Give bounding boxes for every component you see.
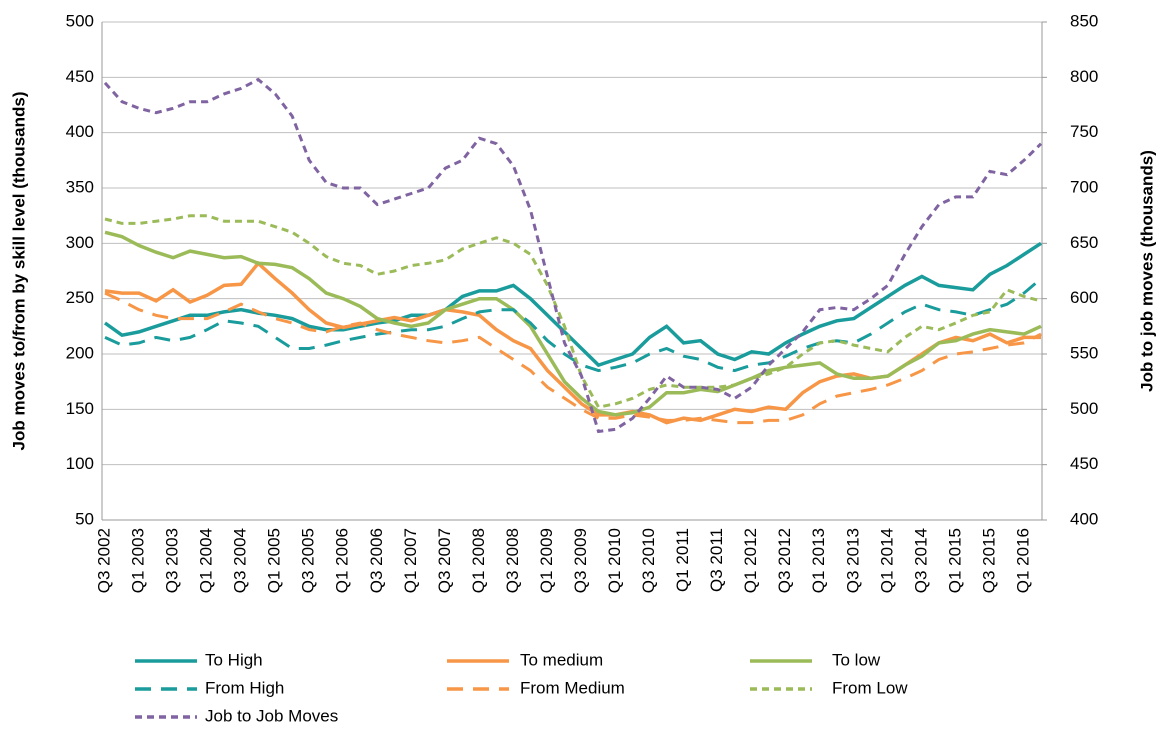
legend-label: From Medium <box>520 678 625 697</box>
y2-tick-label: 800 <box>1070 67 1098 86</box>
x-tick-label: Q1 2007 <box>401 528 420 593</box>
x-tick-label: Q1 2010 <box>605 528 624 593</box>
y-tick-label: 400 <box>66 122 94 141</box>
x-tick-label: Q3 2011 <box>707 528 726 592</box>
y2-tick-label: 550 <box>1070 343 1098 362</box>
y-axis-label: Job moves to/from by skill level (thousa… <box>9 92 28 451</box>
y2-tick-label: 600 <box>1070 288 1098 307</box>
x-tick-label: Q1 2014 <box>877 528 896 593</box>
x-tick-label: Q3 2010 <box>639 528 658 593</box>
y2-tick-label: 750 <box>1070 122 1098 141</box>
x-tick-label: Q1 2011 <box>673 528 692 592</box>
x-tick-label: Q3 2004 <box>231 528 250 593</box>
series-line <box>103 77 1043 434</box>
x-tick-label: Q1 2005 <box>265 528 284 593</box>
y2-axis-label: Job to job moves (thousands) <box>1137 150 1156 392</box>
x-tick-label: Q3 2003 <box>163 528 182 593</box>
x-tick-label: Q3 2006 <box>367 528 386 593</box>
x-tick-label: Q3 2007 <box>435 528 454 593</box>
y2-tick-label: 450 <box>1070 454 1098 473</box>
x-tick-label: Q3 2009 <box>571 528 590 593</box>
series-line <box>104 214 1042 409</box>
x-tick-label: Q1 2009 <box>537 528 556 593</box>
x-tick-label: Q3 2012 <box>775 528 794 593</box>
series-line <box>104 291 1042 425</box>
x-tick-label: Q1 2004 <box>197 528 216 593</box>
x-tick-label: Q3 2005 <box>299 528 318 593</box>
y2-tick-label: 650 <box>1070 233 1098 252</box>
y-tick-label: 450 <box>66 67 94 86</box>
x-tick-label: Q1 2006 <box>333 528 352 593</box>
x-tick-label: Q1 2008 <box>469 528 488 593</box>
y2-tick-label: 400 <box>1070 509 1098 528</box>
x-tick-label: Q1 2012 <box>741 528 760 593</box>
legend-label: To High <box>205 650 263 669</box>
legend-label: Job to Job Moves <box>205 706 338 725</box>
x-tick-label: Q1 2003 <box>129 528 148 593</box>
y-tick-label: 500 <box>66 11 94 30</box>
y-tick-label: 100 <box>66 454 94 473</box>
y-tick-label: 250 <box>66 288 94 307</box>
y-tick-label: 150 <box>66 399 94 418</box>
y2-tick-label: 700 <box>1070 177 1098 196</box>
y-tick-label: 50 <box>75 509 94 528</box>
legend-label: From Low <box>832 678 908 697</box>
y2-tick-label: 850 <box>1070 11 1098 30</box>
y-tick-label: 200 <box>66 343 94 362</box>
x-tick-label: Q3 2008 <box>503 528 522 593</box>
y2-tick-label: 500 <box>1070 399 1098 418</box>
x-tick-label: Q3 2013 <box>843 528 862 593</box>
legend-label: From High <box>205 678 284 697</box>
x-tick-label: Q1 2015 <box>945 528 964 593</box>
x-tick-label: Q1 2013 <box>809 528 828 593</box>
series-line <box>104 277 1042 373</box>
legend-label: To medium <box>520 650 603 669</box>
x-tick-label: Q3 2002 <box>94 528 113 593</box>
y-tick-label: 300 <box>66 233 94 252</box>
x-tick-label: Q3 2015 <box>979 528 998 593</box>
y-tick-label: 350 <box>66 177 94 196</box>
x-tick-label: Q3 2014 <box>911 528 930 593</box>
legend-label: To low <box>832 650 881 669</box>
series-line <box>104 230 1042 417</box>
x-tick-label: Q1 2016 <box>1013 528 1032 593</box>
